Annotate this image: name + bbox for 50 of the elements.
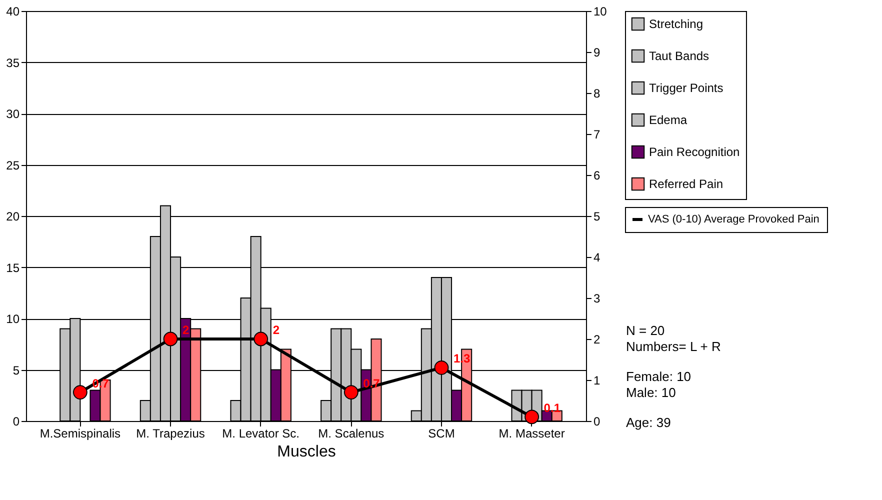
y-tick-label: 15 [6,260,20,275]
y-tick-label: 35 [6,56,20,70]
y2-tick-label: 0 [594,414,600,428]
x-tick-label: M. Masseter [498,426,565,440]
y-tick-label: 20 [6,210,20,224]
text: Female: 10 [626,369,692,384]
legend-label: Edema [649,113,688,127]
y2-tick-label: 6 [594,168,600,182]
legend-label: VAS (0-10) Average Provoked Pain [648,214,820,226]
x-tick-label: M. Trapezius [136,426,205,440]
legend-label: Referred Pain [649,177,724,191]
x-tick-label: SCM [428,426,455,440]
y2-tick-label: 4 [594,250,600,264]
legend-label: Stretching [649,17,704,31]
data-label: 1.3 [453,352,470,366]
x-tick-label: M. Scalenus [318,426,384,440]
data-label: 2 [182,323,190,337]
legend-label: Trigger Points [649,81,724,95]
point [524,410,540,424]
y2-tick-label: 5 [594,210,600,224]
point [163,332,178,346]
text: Numbers= L + R [626,339,721,354]
point [434,360,449,375]
data-label: 2 [272,323,280,337]
point [72,385,88,400]
data-label: 0.7 [92,376,110,390]
point [254,332,268,346]
x-axis-title: Muscles [277,444,336,460]
text: Male: 10 [626,385,676,400]
text: Age: 39 [626,415,671,430]
legend-label: Pain Recognition [649,145,740,159]
y2-tick-label: 10 [594,4,608,18]
y2-tick-label: 8 [594,86,600,100]
y-tick-label: 25 [6,158,20,172]
y2-tick-label: 3 [594,292,600,306]
y2-tick-label: 7 [594,128,600,142]
y-tick-label: 40 [6,4,20,18]
y-tick-label: 5 [12,363,20,378]
y2-tick-label: 2 [594,332,600,346]
point [344,385,358,400]
x-tick-label: M. Levator Sc. [222,426,300,440]
text: N = 20 [626,323,665,338]
data-label: 0.7 [363,376,380,390]
legend-label: Taut Bands [649,49,710,63]
y2-tick-label: 9 [594,46,600,60]
y-tick-label: 0 [12,414,20,428]
x-tick-label: M.Semispinalis [40,426,121,440]
y2-tick-label: 1 [594,374,600,388]
y-tick-label: 10 [6,312,20,326]
y-tick-label: 30 [6,107,20,121]
